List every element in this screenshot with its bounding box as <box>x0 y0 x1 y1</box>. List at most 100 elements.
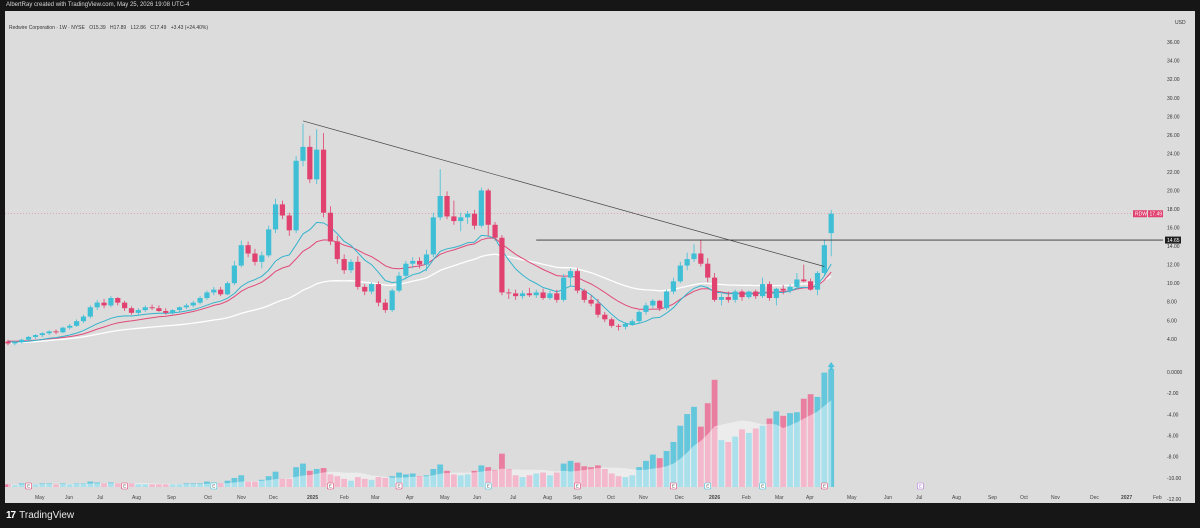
volume-bar <box>512 475 519 487</box>
time-axis-label: Sep <box>573 495 582 501</box>
candle <box>444 191 450 220</box>
candle <box>211 286 217 296</box>
candle-body <box>705 263 711 278</box>
candle <box>368 282 375 295</box>
chart-pane[interactable]: 36.00 34.00 32.00 30.00 28.00 26.00 24.00 22.00… <box>5 11 1195 503</box>
candle-body <box>211 289 217 293</box>
earnings-tag: E <box>395 482 403 490</box>
candle <box>753 289 759 299</box>
candle-body <box>451 216 457 222</box>
time-axis-label: Feb <box>1153 495 1162 501</box>
price-tick-label: 14.00 <box>1167 244 1180 250</box>
volume-bar <box>814 396 821 487</box>
candle-body <box>259 255 265 262</box>
volume-bar <box>286 478 293 487</box>
descending-trendline <box>302 120 825 267</box>
candle-body <box>581 290 587 300</box>
currency-label[interactable]: USD <box>1175 20 1186 26</box>
candle <box>766 281 773 301</box>
volume-bar <box>588 467 594 487</box>
volume-bar <box>149 484 155 487</box>
candle-body <box>821 245 827 273</box>
candle-body <box>609 319 615 326</box>
time-axis-label: Mar <box>371 495 380 501</box>
price-tick-label: 10.00 <box>1167 281 1180 287</box>
volume-bar <box>190 483 197 487</box>
price-chart[interactable]: 36.00 34.00 32.00 30.00 28.00 26.00 24.00 22.00… <box>5 11 1195 503</box>
candle-body <box>307 146 313 180</box>
candle-body <box>780 288 786 291</box>
volume-bar <box>794 412 800 487</box>
candle-body <box>355 261 361 287</box>
candle <box>554 289 560 303</box>
candle-body <box>46 331 52 334</box>
volume-bar <box>204 481 210 487</box>
candle-body <box>375 284 382 303</box>
ema-mid-line <box>7 237 832 342</box>
candle <box>513 289 519 300</box>
volume-bar <box>759 425 766 487</box>
volume-bar <box>526 475 533 487</box>
legend-open: O15.39 <box>89 25 106 31</box>
candle-body <box>698 253 704 264</box>
candle-body <box>224 283 231 295</box>
symbol-legend[interactable]: Redwire Corporation · 1W · NYSE O15.39 H… <box>9 25 211 31</box>
candle-body <box>574 271 580 291</box>
volume-bar <box>66 484 73 487</box>
candle-body <box>547 293 553 299</box>
legend-high: H17.89 <box>110 25 127 31</box>
tradingview-logo-icon: 17 <box>6 510 16 521</box>
candle-body <box>39 333 45 336</box>
candle <box>108 296 114 308</box>
price-tick-label: 32.00 <box>1167 77 1180 83</box>
candle <box>403 260 409 280</box>
candle-body <box>300 146 306 161</box>
time-axis-label: Jun <box>65 495 73 501</box>
candle-body <box>711 277 718 300</box>
candle <box>465 210 471 224</box>
time-axis-label: Aug <box>543 495 552 501</box>
price-tick-label: 24.00 <box>1167 151 1180 157</box>
candle <box>581 288 587 303</box>
candle <box>650 298 656 309</box>
volume-bar <box>547 475 553 487</box>
candle <box>272 198 279 234</box>
volume-bar <box>156 484 162 487</box>
volume-tick-label: -6.00 <box>1167 434 1179 440</box>
candle <box>355 256 361 290</box>
legend-close: C17.49 <box>150 25 167 31</box>
earnings-tag-label: E <box>398 484 401 489</box>
volume-tick-label: -4.00 <box>1167 412 1179 418</box>
earnings-tag: E <box>759 482 766 490</box>
volume-bar <box>313 468 320 487</box>
candle-body <box>362 286 368 292</box>
candle-body <box>286 215 292 231</box>
earnings-tag-box <box>574 482 581 490</box>
candle-body <box>588 299 594 304</box>
time-axis: May Jun Jul Aug Sep Oct Nov Dec 2025 Feb Mar Apr May… <box>35 495 1162 501</box>
volume-bar <box>101 483 107 487</box>
volume-bar <box>197 483 203 487</box>
candle-body <box>170 310 176 313</box>
candle <box>259 251 265 269</box>
candle <box>492 221 498 241</box>
time-axis-label: Dec <box>269 495 278 501</box>
candle <box>128 306 135 315</box>
earnings-tag-label: E <box>672 484 675 489</box>
volume-bar <box>306 470 313 487</box>
candle <box>739 289 745 301</box>
candle-body <box>691 253 697 260</box>
candle-body <box>197 298 203 303</box>
earnings-tag-box <box>821 482 828 490</box>
volume-bar <box>643 460 649 487</box>
candle-body <box>499 237 505 293</box>
candle-body <box>403 263 409 276</box>
volume-bar <box>471 470 478 487</box>
candle <box>828 209 834 257</box>
earnings-tag-label: E <box>576 484 579 489</box>
candle <box>526 287 532 298</box>
candle-body <box>53 331 59 333</box>
candle-body <box>602 314 608 320</box>
candle <box>197 296 203 305</box>
candle-body <box>533 292 539 296</box>
